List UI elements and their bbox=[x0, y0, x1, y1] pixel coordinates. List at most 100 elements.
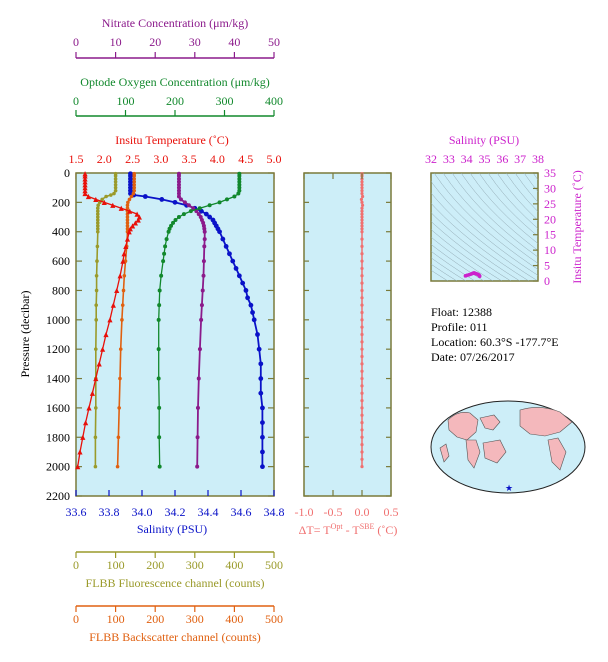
ts-temperature-tick-label: 0 bbox=[544, 274, 550, 288]
temperature-point bbox=[99, 346, 106, 352]
salinity-point bbox=[159, 197, 165, 202]
temperature-tick-labels: 1.5 2.0 2.5 3.0 3.5 4.0 4.5 5.0 bbox=[69, 152, 282, 179]
fluorescence-tick-label: 200 bbox=[146, 558, 164, 572]
fluorescence-point bbox=[95, 244, 100, 249]
ts-salinity-tick-label: 38 bbox=[532, 152, 544, 166]
temperature-point bbox=[80, 434, 86, 440]
temperature-point bbox=[114, 287, 120, 294]
salinity-point bbox=[233, 266, 239, 271]
fluorescence-tick-labels: 0 100 200 300 400 500 bbox=[73, 552, 283, 572]
pressure-tick-label: 1200 bbox=[46, 342, 70, 356]
salinity-point bbox=[256, 346, 262, 352]
delta-t-point bbox=[360, 206, 364, 210]
salinity-point bbox=[230, 258, 236, 264]
nitrate-point bbox=[186, 203, 191, 208]
delta-t-point bbox=[360, 252, 364, 256]
backscatter-point bbox=[120, 318, 124, 322]
pressure-tick-label: 800 bbox=[52, 283, 70, 297]
salinity-point bbox=[260, 420, 265, 425]
fluorescence-point bbox=[94, 288, 99, 293]
fluorescence-point bbox=[95, 224, 100, 228]
ts-density-contour bbox=[442, 173, 538, 264]
pressure-tick-label: 2200 bbox=[46, 489, 70, 503]
ts-density-contour bbox=[431, 250, 476, 281]
fluorescence-tick-label: 400 bbox=[225, 558, 243, 572]
salinity-point bbox=[258, 390, 264, 396]
ts-density-contour bbox=[431, 243, 485, 281]
backscatter-point bbox=[125, 215, 130, 219]
nitrate-point bbox=[176, 188, 181, 193]
backscatter-point bbox=[116, 435, 121, 440]
fluorescence-point bbox=[113, 188, 118, 193]
temperature-point bbox=[75, 464, 81, 470]
salinity-point bbox=[250, 310, 255, 315]
nitrate-axis: Nitrate Concentration (μm/kg) 0 10 20 30 40 5… bbox=[73, 16, 280, 59]
ts-density-contour bbox=[431, 220, 512, 281]
salinity-point bbox=[223, 244, 229, 249]
oxygen-point bbox=[156, 347, 161, 352]
backscatter-point bbox=[132, 188, 137, 193]
fluorescence-point bbox=[95, 209, 100, 213]
oxygen-axis-title: Optode Oxygen Concentration (μm/kg) bbox=[80, 75, 269, 89]
ts-density-contour bbox=[532, 173, 538, 181]
salinity-point bbox=[248, 302, 254, 308]
backscatter-point bbox=[132, 182, 137, 187]
backscatter-point bbox=[125, 226, 130, 231]
fluorescence-point bbox=[94, 318, 98, 322]
salinity-point bbox=[172, 199, 178, 205]
pressure-tick-label: 1000 bbox=[46, 313, 70, 327]
oxygen-point bbox=[224, 197, 229, 202]
ts-density-contour bbox=[431, 269, 449, 281]
ts-salinity-tick-label: 32 bbox=[425, 152, 437, 166]
oxygen-point bbox=[156, 317, 161, 322]
temperature-point bbox=[85, 193, 92, 200]
nitrate-axis-title: Nitrate Concentration (μm/kg) bbox=[102, 16, 248, 30]
delta-t-point bbox=[360, 237, 364, 241]
pressure-tick-labels: 0 200 400 600 800 1000 1200 1400 1600 1800 2000 220… bbox=[46, 166, 274, 503]
salinity-point bbox=[207, 214, 213, 220]
nitrate-point bbox=[201, 223, 206, 228]
backscatter-tick-label: 200 bbox=[146, 612, 164, 626]
ts-density-contour bbox=[431, 236, 494, 281]
delta-t-point bbox=[360, 369, 364, 373]
ts-temperature-tick-label: 35 bbox=[544, 166, 556, 180]
oxygen-point bbox=[159, 273, 164, 278]
fluorescence-point bbox=[93, 435, 98, 440]
backscatter-point bbox=[129, 194, 134, 199]
delta-t-point bbox=[360, 224, 364, 228]
pressure-tick-label: 2000 bbox=[46, 460, 70, 474]
delta-t-point bbox=[360, 450, 364, 454]
delta-t-point bbox=[360, 227, 364, 231]
delta-t-point bbox=[360, 406, 364, 410]
backscatter-point bbox=[121, 288, 126, 293]
fluorescence-point bbox=[94, 406, 98, 410]
pressure-axis-title: Pressure (decibar) bbox=[18, 291, 32, 378]
fluorescence-point bbox=[95, 259, 99, 263]
temperature-point bbox=[127, 208, 133, 214]
ts-density-contour bbox=[451, 173, 538, 258]
fluorescence-point bbox=[93, 464, 98, 469]
temperature-point bbox=[107, 317, 113, 323]
ts-salinity-tick-label: 36 bbox=[496, 152, 508, 166]
salinity-point bbox=[260, 434, 265, 440]
oxygen-point bbox=[237, 185, 242, 190]
ts-density-contours bbox=[431, 173, 538, 281]
salinity-tick-label: 34.2 bbox=[165, 505, 186, 519]
nitrate-point bbox=[195, 405, 200, 410]
oxygen-point bbox=[161, 259, 166, 264]
oxygen-point bbox=[188, 209, 193, 214]
fluorescence-point bbox=[113, 180, 118, 184]
delta-t-point bbox=[360, 443, 364, 447]
backscatter-point bbox=[117, 406, 121, 410]
temperature-point bbox=[82, 185, 88, 191]
temperature-point bbox=[82, 176, 88, 182]
profile-label: Profile: 011 bbox=[431, 320, 488, 334]
temperature-point bbox=[132, 220, 138, 226]
salinity-point bbox=[240, 280, 246, 286]
ts-salinity-tick-labels: 32 33 34 35 36 37 38 bbox=[425, 152, 544, 178]
map-landmasses bbox=[439, 407, 573, 471]
ts-salinity-tick-label: 34 bbox=[461, 152, 473, 166]
ts-density-contour bbox=[431, 212, 521, 281]
